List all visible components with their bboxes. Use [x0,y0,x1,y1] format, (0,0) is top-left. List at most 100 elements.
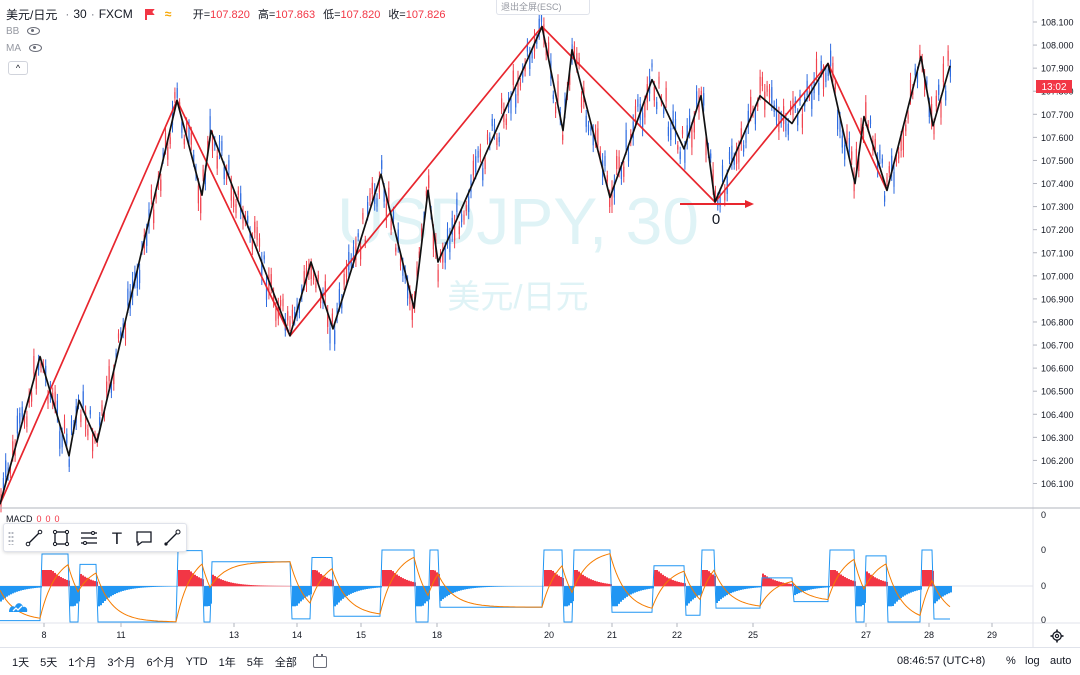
macd-bar [596,581,598,587]
callout-tool-icon[interactable] [131,526,159,550]
text-tool-icon[interactable]: T [103,526,131,550]
candle-body [200,197,202,214]
macd-bar [720,586,722,600]
macd-bar [330,579,332,587]
macd-bar [80,573,82,587]
candle-body [45,365,47,380]
macd-bar [368,586,370,589]
range-1m[interactable]: 1个月 [68,656,97,669]
macd-tick-label: 0 [1041,510,1046,520]
range-all[interactable]: 全部 [274,656,297,669]
macd-bar [900,586,902,599]
eye-icon[interactable] [29,44,42,52]
macd-bar [262,585,264,587]
macd-bar [462,586,464,590]
candle-body [832,62,834,77]
macd-bar [944,586,946,596]
range-1d[interactable]: 1天 [12,656,30,669]
candle-body [291,309,293,319]
time-axis[interactable]: 8 11 13 14 15 18 20 21 22 25 27 28 29 [41,623,997,640]
candle-body [360,245,362,260]
macd-signal-line [0,553,951,623]
collapse-legend-button[interactable]: ^ [8,61,28,75]
candle-body [136,271,138,289]
macd-bar [2,586,4,600]
candle-body [595,130,597,142]
macd-bar [644,586,646,590]
time-tick-label: 8 [41,630,46,640]
macd-bar [924,570,926,587]
range-3m[interactable]: 3个月 [107,656,136,669]
macd-bar [322,575,324,587]
macd-bar [588,578,590,587]
compare-wave-icon[interactable]: ≈ [164,7,172,21]
macd-bar [274,585,276,587]
macd-bar [872,576,874,587]
macd-bar [904,586,906,596]
macd-bar [810,586,812,590]
current-price-marker: 13:02 [1036,80,1072,93]
drawing-toolbar[interactable]: T [3,523,187,552]
brush-tool-icon[interactable] [158,526,186,550]
calendar-icon[interactable] [312,653,327,668]
macd-bar [820,586,822,588]
macd-bar [914,586,916,592]
eye-icon[interactable] [27,27,41,35]
macd-bar [704,570,706,587]
zigzag-series-2[interactable] [0,25,951,505]
candle-body [188,125,190,141]
log-toggle[interactable]: log [1025,655,1040,667]
percent-toggle[interactable]: % [1006,655,1016,667]
candle-body [465,205,467,211]
candle-body [12,441,14,455]
macd-bar [224,580,226,587]
range-5y[interactable]: 5年 [246,656,264,669]
rectangle-tool-icon[interactable] [48,526,76,550]
macd-bar [642,586,644,591]
macd-bar [476,586,478,588]
fib-tool-icon[interactable] [75,526,103,550]
macd-bar [416,586,418,607]
clock-readout[interactable]: 08:46:57 (UTC+8) [897,655,986,667]
macd-bar [34,586,36,589]
candle-body [190,132,192,145]
macd-bar [488,586,490,587]
range-1y[interactable]: 1年 [218,656,236,669]
macd-bar [830,570,832,587]
range-6m[interactable]: 6个月 [146,656,175,669]
exit-fullscreen-button[interactable]: 退出全屏(ESC) [496,0,590,15]
macd-bar [186,570,188,587]
indicator-ma[interactable]: MA [6,41,42,55]
macd-bar [698,586,700,596]
trend-line-tool-icon[interactable] [20,526,48,550]
macd-bar [164,586,166,587]
macd-label: MACD [6,514,33,524]
macd-bar [128,586,130,590]
candle-body [303,271,305,285]
candle-body [757,101,759,107]
gear-icon[interactable] [1050,629,1064,643]
drag-handle-icon[interactable] [8,530,14,545]
range-ytd[interactable]: YTD [185,655,208,668]
macd-bar [584,576,586,587]
macd-bar [844,577,846,587]
tradingview-logo-icon[interactable] [8,599,28,613]
candle-body [496,137,498,145]
macd-bar [880,580,882,587]
indicator-bb[interactable]: BB [6,24,41,38]
candle-body [70,420,73,430]
zigzag-series-1[interactable] [0,25,888,505]
time-tick-label: 25 [748,630,758,640]
symbol-legend[interactable]: 美元/日元 · 30 · FXCM ≈ 开=107.820 高=107.863 … [6,7,446,22]
macd-bar [240,584,242,587]
candle-body [933,124,935,135]
flag-icon[interactable] [144,9,155,20]
macd-legend[interactable]: MACD 0 0 0 [6,514,60,524]
range-5d[interactable]: 5天 [40,656,58,669]
watermark-name: 美元/日元 [447,278,588,315]
macd-bar [230,582,232,587]
candle-body [383,189,385,202]
auto-toggle[interactable]: auto [1050,655,1072,667]
candle-body [110,383,112,393]
